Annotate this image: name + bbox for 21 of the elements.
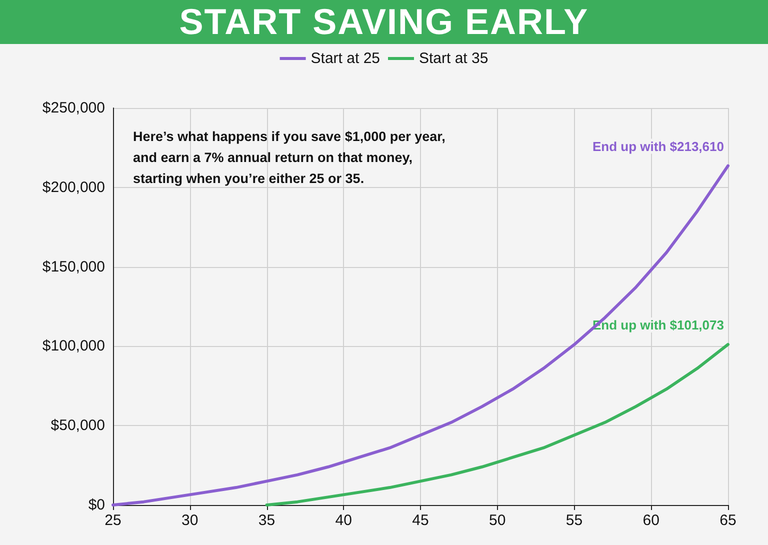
legend-label: Start at 35: [419, 50, 488, 67]
x-tick-label: 60: [642, 512, 660, 529]
y-tick-label: $200,000: [42, 178, 105, 196]
line-series: [265, 342, 730, 506]
y-tick-label: $150,000: [42, 258, 105, 276]
legend-label: Start at 25: [310, 50, 380, 67]
x-tick-label: 55: [566, 512, 583, 529]
x-tick-label: 65: [720, 512, 736, 529]
x-tick-label: 35: [258, 512, 276, 529]
annotation: Here’s what happens if you save $1,000 per year, and earn a 7% annual return on that money, starting when you’re either 25 or 35.: [133, 129, 446, 186]
y-tick-label: $100,000: [42, 338, 105, 355]
x-tick-label: 40: [335, 512, 352, 529]
annotation: End up with $213,610: [592, 138, 724, 154]
y-tick-label: $0: [88, 496, 105, 514]
y-tick-label: $250,000: [42, 100, 105, 116]
x-tick-label: 45: [412, 512, 429, 529]
x-tick-label: 30: [182, 512, 198, 529]
y-tick-label: $50,000: [50, 417, 105, 434]
x-tick-label: 25: [104, 512, 122, 529]
x-tick-label: 50: [489, 512, 506, 529]
chart-title: START SAVING EARLY: [0, 0, 768, 44]
